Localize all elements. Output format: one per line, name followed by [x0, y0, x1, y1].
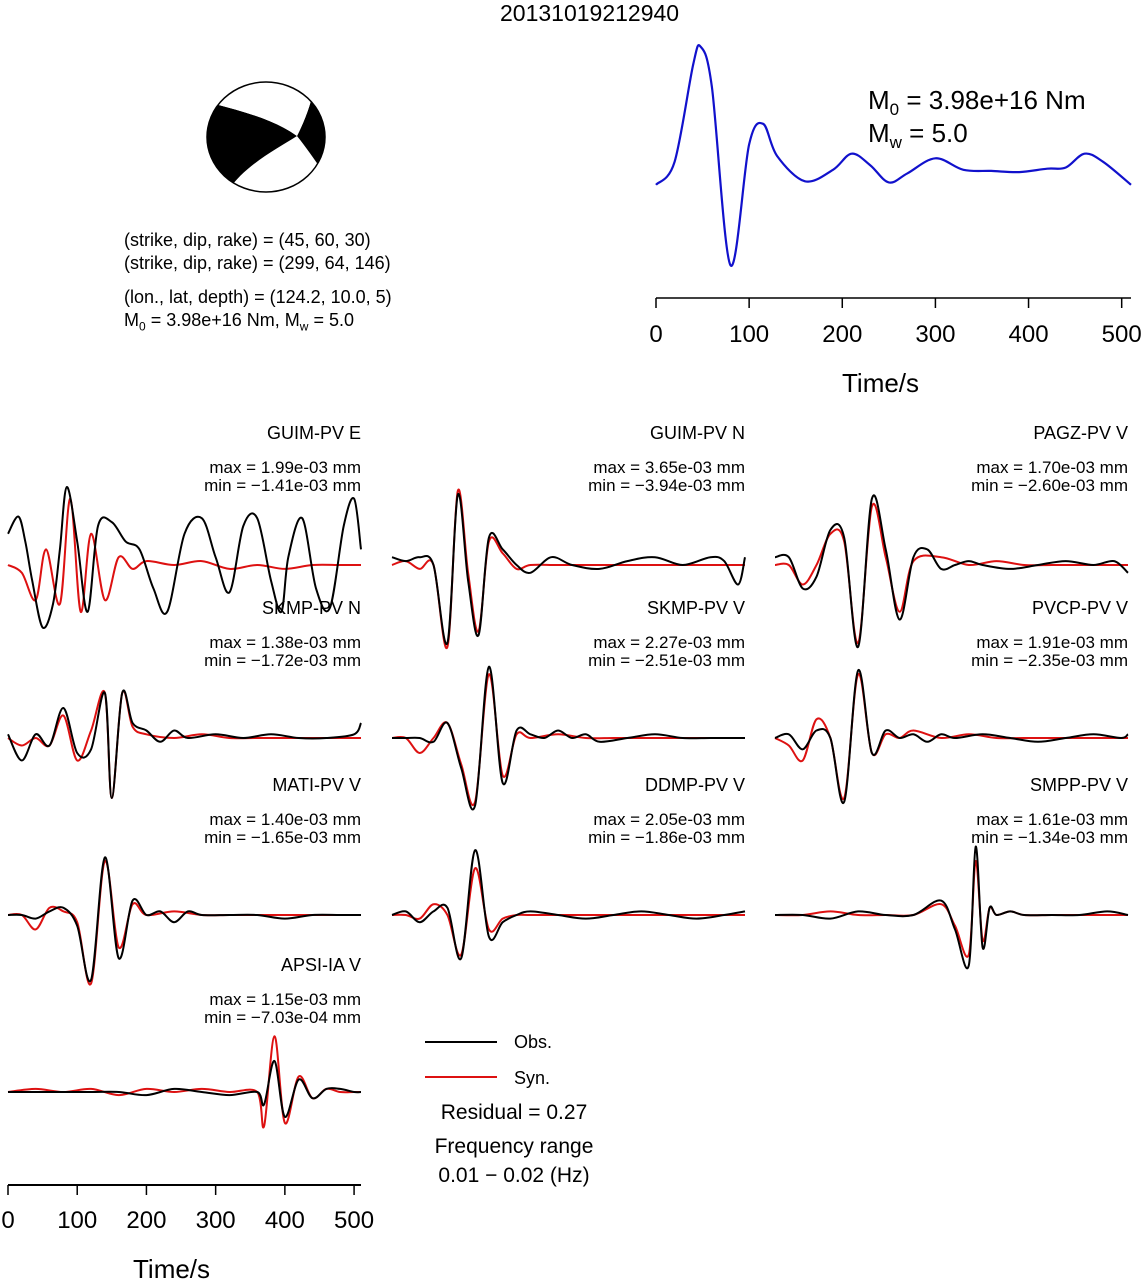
observed-waveform	[391, 492, 746, 646]
observed-waveform	[774, 845, 1129, 970]
waveform-panel	[774, 845, 1129, 970]
waveform-panel	[7, 856, 361, 986]
station-max-amplitude: max = 2.05e-03 mm	[593, 810, 745, 829]
station-min-amplitude: min = −1.41e-03 mm	[204, 476, 361, 495]
observed-waveform	[774, 494, 1129, 648]
bottom-tick-label: 200	[126, 1207, 166, 1230]
synthetic-waveform	[774, 673, 1128, 801]
bottom-tick-label: 100	[57, 1207, 97, 1230]
observed-waveform	[8, 1059, 362, 1118]
station-name: SKMP-PV V	[646, 598, 745, 618]
synthetic-waveform	[391, 488, 745, 650]
synthetic-waveform	[774, 859, 1128, 958]
station-min-amplitude: min = −1.86e-03 mm	[588, 828, 745, 847]
station-max-amplitude: max = 3.65e-03 mm	[593, 458, 745, 477]
observed-waveform	[7, 485, 362, 630]
observed-waveform	[392, 665, 745, 811]
stf-tick-label: 300	[915, 321, 955, 348]
waveform-panel	[7, 689, 362, 800]
station-name: SKMP-PV N	[261, 598, 361, 618]
station-name: GUIM-PV N	[649, 423, 745, 443]
waveform-panels: 0 100 200 300 400 500	[1, 485, 1129, 1230]
stf-tick-label: 100	[729, 321, 769, 348]
residual-label: Residual = 0.27	[440, 1101, 588, 1124]
stf-tick-label: 0	[649, 321, 662, 348]
bottom-tick-label: 300	[196, 1207, 236, 1230]
waveform-panel	[391, 849, 746, 961]
station-max-amplitude: max = 2.27e-03 mm	[593, 633, 745, 652]
stf-tick-label: 500	[1102, 321, 1142, 348]
frequency-value: 0.01 − 0.02 (Hz)	[438, 1164, 590, 1187]
station-min-amplitude: min = −2.60e-03 mm	[971, 476, 1128, 495]
synthetic-waveform	[391, 867, 745, 957]
station-name: GUIM-PV E	[266, 423, 361, 443]
station-name: MATI-PV V	[272, 775, 361, 795]
waveform-panel	[391, 665, 745, 811]
station-name: SMPP-PV V	[1029, 775, 1128, 795]
station-name: PAGZ-PV V	[1033, 423, 1128, 443]
station-min-amplitude: min = −1.65e-03 mm	[204, 828, 361, 847]
hypocenter-info: (lon., lat, depth) = (124.2, 10.0, 5)	[124, 287, 392, 307]
station-max-amplitude: max = 1.15e-03 mm	[209, 990, 361, 1009]
bottom-xlabel: Time/s	[133, 1254, 211, 1284]
stf-tick-label: 200	[822, 321, 862, 348]
observed-waveform	[7, 689, 362, 800]
waveform-panel	[7, 1035, 362, 1129]
station-max-amplitude: max = 1.38e-03 mm	[209, 633, 361, 652]
frequency-label: Frequency range	[434, 1135, 594, 1158]
observed-waveform	[391, 849, 746, 961]
station-max-amplitude: max = 1.40e-03 mm	[209, 810, 361, 829]
bottom-tick-label: 0	[1, 1207, 14, 1230]
station-min-amplitude: min = −2.51e-03 mm	[588, 651, 745, 670]
stf-tick-label: 400	[1009, 321, 1049, 348]
synthetic-waveform	[7, 1035, 361, 1129]
synthetic-waveform	[774, 502, 1128, 645]
station-min-amplitude: min = −1.34e-03 mm	[971, 828, 1128, 847]
legend-syn-label: Syn.	[514, 1068, 551, 1088]
legend-obs-label: Obs.	[514, 1032, 553, 1052]
stf-mw-label: Mw = 5.0	[868, 118, 968, 153]
observed-waveform	[774, 669, 1129, 805]
focal-mechanism-beachball	[206, 81, 326, 193]
station-max-amplitude: max = 1.99e-03 mm	[209, 458, 361, 477]
legend-lines	[425, 1041, 497, 1078]
nodal-plane-2: (strike, dip, rake) = (299, 64, 146)	[124, 253, 391, 273]
bottom-tick-label: 400	[265, 1207, 305, 1230]
waveform-panel	[774, 494, 1129, 648]
station-name: APSI-IA V	[280, 955, 361, 975]
synthetic-waveform	[7, 497, 361, 613]
stf-m0-label: M0 = 3.98e+16 Nm	[868, 85, 1086, 120]
station-min-amplitude: min = −3.94e-03 mm	[588, 476, 745, 495]
observed-waveform	[7, 856, 361, 983]
waveform-panel	[391, 488, 746, 650]
figure-title: 20131019212940	[500, 0, 680, 26]
bottom-tick-label: 500	[334, 1207, 374, 1230]
station-min-amplitude: min = −7.03e-04 mm	[204, 1008, 361, 1027]
station-max-amplitude: max = 1.61e-03 mm	[976, 810, 1128, 829]
station-min-amplitude: min = −2.35e-03 mm	[971, 651, 1128, 670]
station-name: DDMP-PV V	[644, 775, 745, 795]
station-max-amplitude: max = 1.91e-03 mm	[976, 633, 1128, 652]
waveform-panel	[774, 669, 1129, 805]
station-name: PVCP-PV V	[1031, 598, 1128, 618]
moment-info: M0 = 3.98e+16 Nm, Mw = 5.0	[124, 310, 354, 334]
stf-xlabel: Time/s	[842, 368, 920, 398]
waveform-panel	[7, 485, 362, 630]
stf-line	[655, 44, 1132, 267]
station-min-amplitude: min = −1.72e-03 mm	[204, 651, 361, 670]
nodal-plane-1: (strike, dip, rake) = (45, 60, 30)	[124, 230, 371, 250]
station-max-amplitude: max = 1.70e-03 mm	[976, 458, 1128, 477]
stf-chart: 0 100 200 300 400 500	[649, 44, 1142, 348]
